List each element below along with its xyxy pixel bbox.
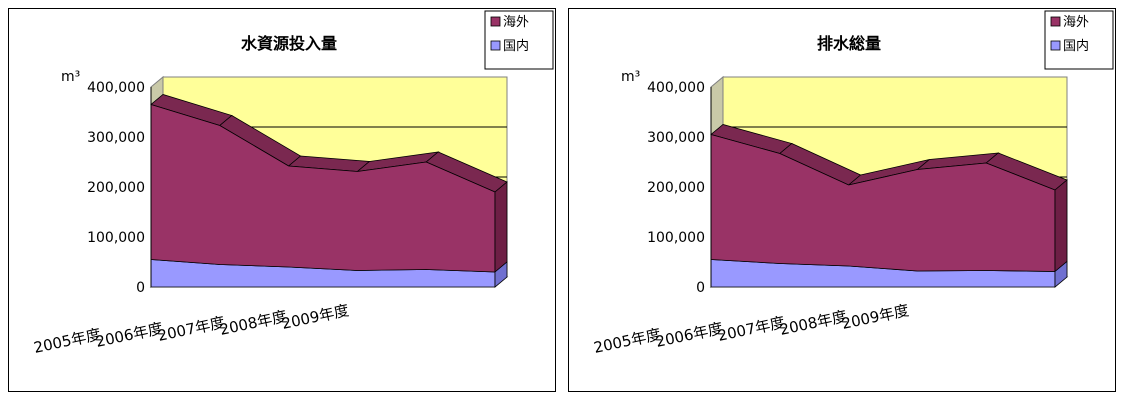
x-tick-label: 2009年度 bbox=[840, 301, 910, 333]
chart-svg: 400,000300,000200,000100,0000m³2005年度200… bbox=[592, 10, 1114, 357]
legend-label: 国内 bbox=[1063, 38, 1089, 54]
chart-svg: 400,000300,000200,000100,0000m³2005年度200… bbox=[32, 10, 554, 357]
y-tick-label: 300,000 bbox=[87, 130, 145, 146]
y-tick-label: 400,000 bbox=[87, 80, 145, 96]
unit-label: m³ bbox=[621, 69, 640, 85]
legend-label: 海外 bbox=[503, 15, 529, 30]
legend-swatch bbox=[490, 16, 501, 27]
y-tick-label: 100,000 bbox=[87, 230, 145, 246]
x-tick-label: 2007年度 bbox=[716, 313, 786, 345]
legend-swatch bbox=[1050, 40, 1061, 51]
area-end-overseas bbox=[494, 181, 508, 273]
x-tick-label: 2008年度 bbox=[778, 307, 848, 339]
chart-panel-water-input: 400,000 300,000 200,000 100,000 0 m³ 2005年度 200… bbox=[8, 8, 556, 392]
y-tick-label: 0 bbox=[696, 280, 705, 296]
unit-label: m³ bbox=[61, 69, 80, 85]
chart-title: 水資源投入量 bbox=[241, 34, 337, 53]
y-tick-label: 400,000 bbox=[647, 80, 705, 96]
legend-swatch bbox=[490, 40, 501, 51]
y-tick-label: 200,000 bbox=[647, 180, 705, 196]
x-tick-label: 2006年度 bbox=[94, 319, 164, 351]
x-tick-label: 2006年度 bbox=[654, 319, 724, 351]
y-tick-label: 300,000 bbox=[647, 130, 705, 146]
x-tick-label: 2007年度 bbox=[156, 313, 226, 345]
legend-swatch bbox=[1050, 16, 1061, 27]
y-tick-label: 200,000 bbox=[87, 180, 145, 196]
legend-label: 海外 bbox=[1063, 15, 1089, 30]
x-tick-label: 2009年度 bbox=[280, 301, 350, 333]
area-end-domestic bbox=[1054, 260, 1068, 288]
x-tick-label: 2005年度 bbox=[32, 325, 102, 357]
area-end-overseas bbox=[1054, 179, 1068, 273]
x-tick-label: 2005年度 bbox=[592, 325, 662, 357]
y-tick-label: 100,000 bbox=[647, 230, 705, 246]
area-end-domestic bbox=[494, 261, 508, 288]
chart-title: 排水総量 bbox=[817, 34, 881, 53]
y-tick-label: 0 bbox=[136, 280, 145, 296]
x-tick-label: 2008年度 bbox=[218, 307, 288, 339]
chart-panel-wastewater: 400,000 300,000 200,000 100,000 0 m³ 2005年度 200… bbox=[568, 8, 1116, 392]
legend-label: 国内 bbox=[503, 38, 529, 54]
